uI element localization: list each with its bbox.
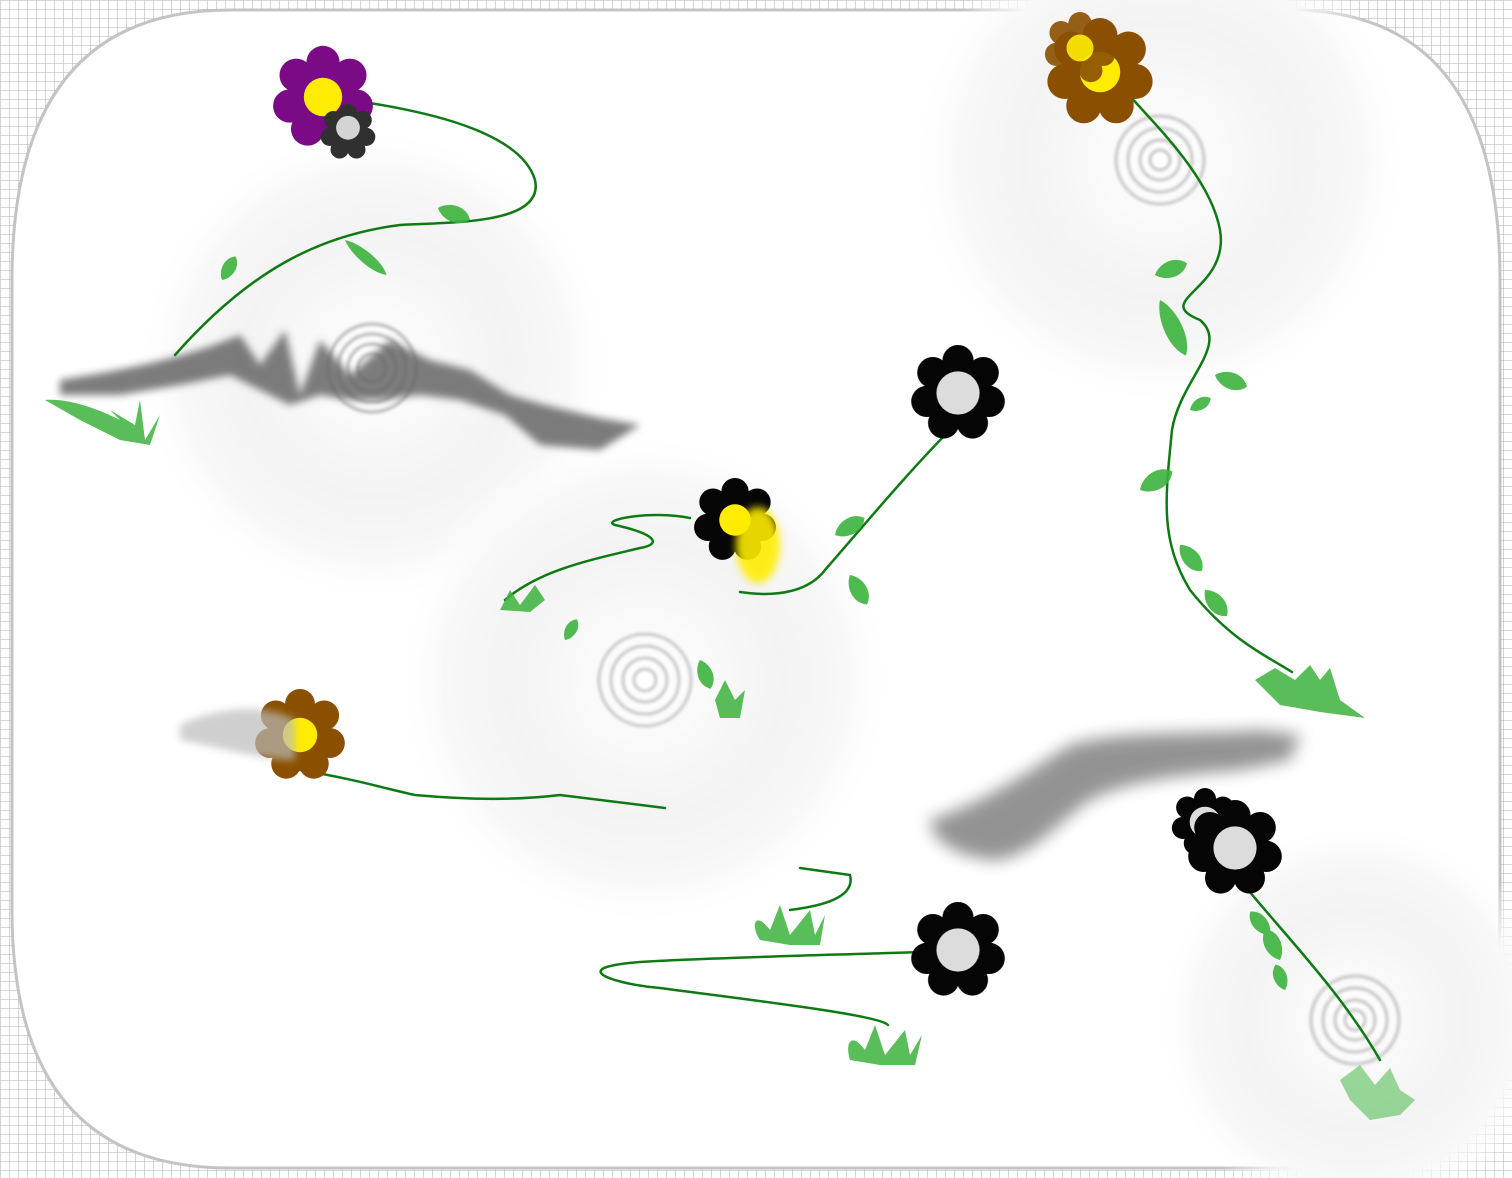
ripple-effects [135,0,1512,1178]
flower-center [1213,826,1257,870]
yellow-smear [736,507,780,583]
black-flower-bottom-right[interactable] [1188,800,1282,894]
smudge-left [60,330,640,450]
ripple-top-right [910,0,1410,410]
purple-flower[interactable] [273,45,373,146]
stem-brown-flower-left [298,768,667,810]
black-flower-mid-right[interactable] [911,345,1005,439]
stem-black-yellow-flower-center [503,513,692,602]
stem-black-flower-bottom [599,950,922,1027]
smudges [60,330,1300,860]
flower-center [936,928,980,972]
smudge-right [930,730,1300,860]
stem-brown-flower-top-right [1118,83,1294,674]
stem-black-flower-mid-right [738,428,952,596]
flower-center [303,77,343,117]
flower-center [936,371,980,415]
stem-purple-flower [173,98,537,357]
grass-tufts [45,399,1415,1120]
motion-trail-left [180,709,295,760]
stems [173,83,1382,1062]
flowers [180,11,1282,996]
gray-flower-bud [320,104,376,159]
brown-flower-top-right-echo [1044,11,1116,83]
black-flower-bottom[interactable] [911,902,1005,996]
ripple-bottom-right [1155,820,1512,1178]
stem-black-flower-bottom-right [1238,878,1382,1062]
ripple-center [395,430,895,930]
stem-bottom-hook [788,866,852,912]
